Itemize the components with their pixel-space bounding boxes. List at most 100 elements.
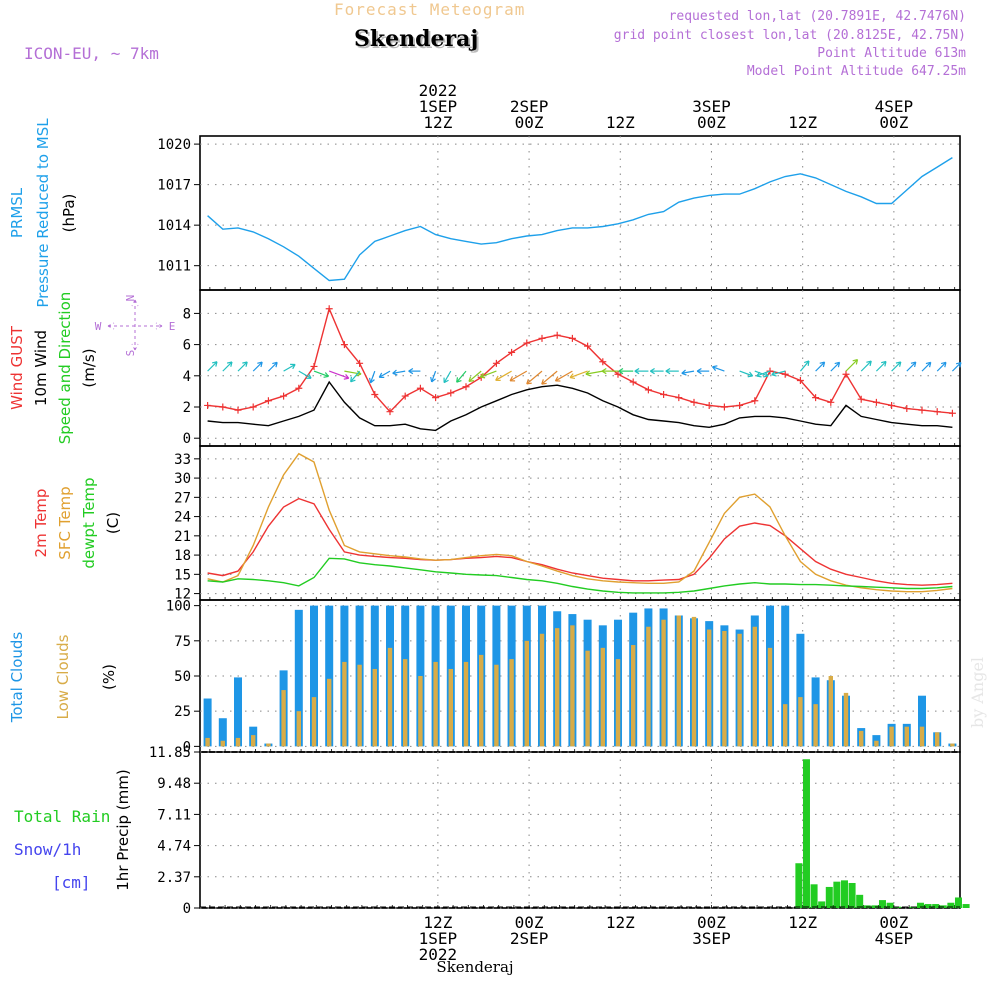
wind-arrow-head [430,376,436,383]
model-label: ICON-EU, ~ 7km [24,44,159,63]
gust-marker [356,359,364,367]
gust-marker [781,370,789,378]
wind-arrow [860,360,872,372]
wind-arrow-head [756,371,762,378]
wind-axis-label: Speed and Direction [56,292,74,445]
gust-marker [675,394,683,402]
low-cloud-bar [342,661,347,747]
rain-bar [848,882,856,908]
low-cloud-bar [828,676,833,747]
y-tick-label: 2 [183,400,191,416]
low-cloud-bar [950,743,955,747]
low-cloud-bar [615,659,621,747]
wind-arrow-head [819,361,826,368]
y-tick-label: 1011 [157,259,191,275]
rain-bar [962,904,970,908]
y-tick-label: 50 [174,669,191,685]
wind-arrow-head [834,361,841,368]
low-cloud-bar [752,626,757,747]
gust-marker [416,384,424,392]
wind-arrow-head [665,368,671,375]
low-cloud-bar [783,704,788,747]
low-cloud-bar [266,743,271,747]
low-cloud-bar [463,661,469,747]
gust-marker [249,403,257,411]
panel-frame [199,135,961,291]
low-cloud-bar [722,630,727,747]
wind-arrow-head [569,373,576,380]
low-cloud-bar [676,615,681,747]
wind-arrow [392,370,406,374]
low-cloud-bar [555,628,560,747]
gust-marker [462,383,470,391]
gust-marker [492,359,500,367]
low-cloud-bar [570,625,575,747]
wind-arrow-head [257,361,263,368]
gust-marker [447,389,455,397]
wind-arrow-head [955,361,962,368]
gust-marker [386,408,394,416]
low-cloud-bar [235,737,241,747]
low-cloud-bar [205,737,210,747]
wind-arrow-head [392,369,398,376]
clouds-axis-label: Low Clouds [54,634,72,719]
wind-arrow [569,370,588,379]
panel-pressure: 1011 1014 1017 1020 [157,135,961,291]
time-label-bottom: 4SEP [875,929,914,948]
wind-arrow-head [925,361,932,368]
wind-arrow-head [618,368,624,375]
gust-marker [705,401,713,409]
wind-arrow [951,362,962,372]
total-cloud-bar [234,677,242,747]
compass-w: W [95,320,102,333]
gust-marker [340,341,348,349]
y-tick-label: 100 [166,599,191,615]
wind-arrow [754,370,769,377]
wind-arrow-head [495,375,501,382]
low-cloud-bar [220,740,225,747]
total-cloud-bar [203,698,212,747]
gust-marker [888,401,896,409]
time-label-bottom: 12Z [423,913,452,932]
gust-marker [660,391,668,399]
gust-marker [644,386,652,394]
gust-marker [736,401,744,409]
time-label-top: 12Z [788,113,817,132]
wind-arrow [906,361,917,372]
wind-arrow-head [242,361,248,367]
wind-arrow [313,370,329,377]
gust-marker [310,362,318,370]
gust-marker [629,378,637,386]
low-cloud-bar [904,726,909,747]
low-cloud-bar [600,647,605,747]
y-tick-label: 21 [174,529,191,545]
series-line-pressure [207,157,953,282]
time-label-top: 1SEP [419,97,458,116]
time-label-top: 3SEP [692,97,731,116]
wind-arrow [468,370,482,382]
wind-arrow [681,370,695,374]
wind-arrow-head [696,368,702,375]
low-cloud-bar [874,740,879,747]
y-tick-label: 0 [183,901,191,917]
total-cloud-bar [796,633,805,747]
wind-arrow [298,370,312,379]
y-tick-label: 1020 [157,137,191,153]
panel-clouds: 0 25 50 75 100 [166,599,961,755]
total-cloud-bar [218,718,227,747]
y-tick-label: 0 [183,431,191,447]
low-cloud-bar [448,668,453,747]
gust-marker [933,408,941,416]
low-cloud-bar [767,647,773,747]
precip-legend-label: [cm] [52,873,91,892]
wind-arrow-head [468,376,474,382]
time-label-bottom: 12Z [606,913,635,932]
low-cloud-bar [281,690,286,747]
low-cloud-bar [585,650,590,747]
series-line-gust [207,306,953,414]
wind-arrow-head [895,361,902,367]
series-line-temp2m [207,497,953,586]
low-cloud-bar [357,664,362,747]
series-line-sfc [207,452,953,593]
wind-arrow-head [526,378,532,385]
